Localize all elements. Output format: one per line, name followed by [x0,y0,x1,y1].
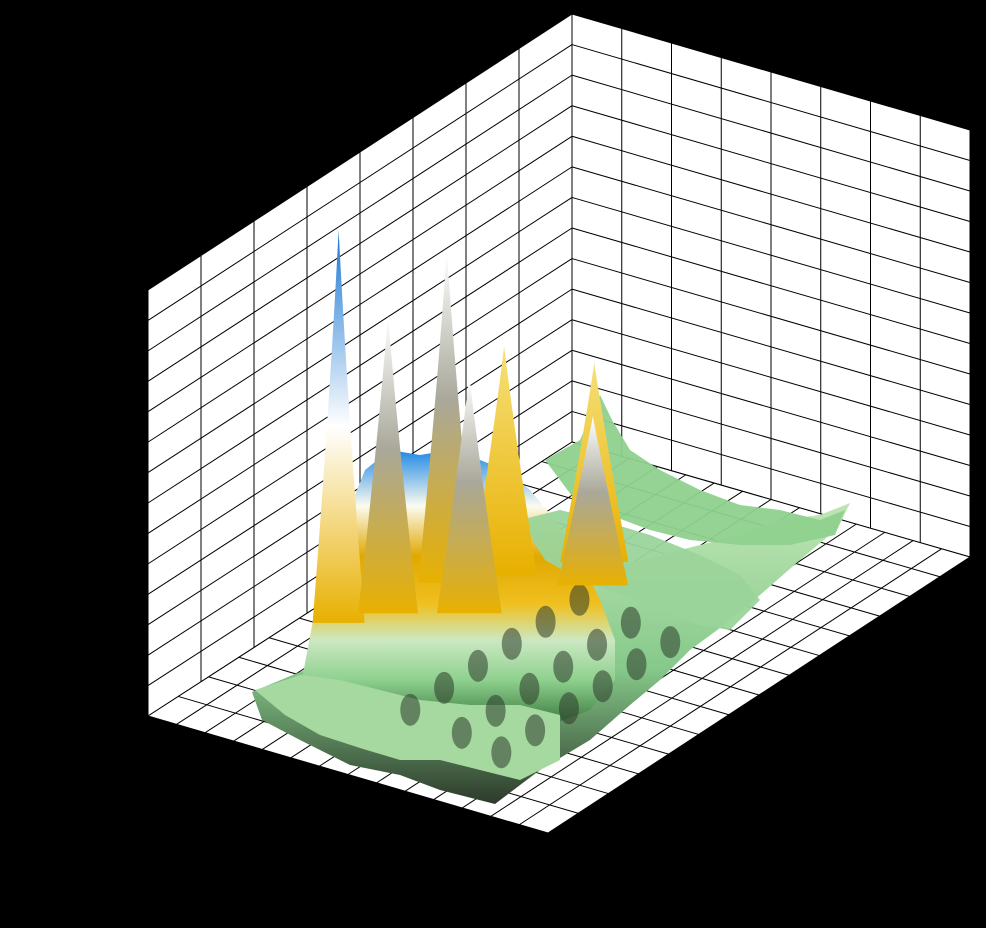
surface-peak [358,315,418,614]
left-wall-gridline [147,197,573,473]
floor-gridline [519,548,942,826]
left-wall-gridline [147,288,573,565]
surface-peak [436,375,502,614]
back-wall-gridline [571,13,971,131]
back-wall-gridline [571,74,971,192]
left-wall-gridline [147,319,573,595]
back-wall-gridline [571,410,971,527]
left-wall-gridline [147,13,573,291]
surface-trough [467,649,488,682]
surface-trough [620,606,641,639]
back-wall-gridline [571,319,971,436]
left-wall-gridline [147,105,573,382]
floor-gridline [547,556,971,834]
back-wall-gridline [571,380,971,497]
surface-trough [434,671,455,704]
left-wall-gridline [147,227,573,504]
surface-peak [557,416,629,586]
back-wall-gridline [571,288,971,405]
surface-trough [491,736,512,769]
surface-trough [400,693,421,726]
surface-trough [535,605,556,638]
surface-mesh [252,230,850,804]
surface-trough [660,626,681,659]
surface-trough [558,692,579,725]
surface-peak [312,230,365,623]
back-wall-gridline [571,227,971,344]
left-wall-gridline [147,135,573,413]
surface-peaks [312,230,629,623]
surface-trough [525,714,546,747]
left-wall-gridline [147,44,573,321]
left-wall-gridline [147,166,573,443]
surface-trough [553,650,574,683]
surface-trough [501,627,522,660]
back-wall-gridline [571,135,971,253]
surface-trough [626,648,647,681]
surface-ridge-back [545,395,845,545]
back-wall-gridline [571,105,971,222]
left-wall-gridline [147,74,573,352]
back-wall-gridline [571,166,971,283]
surface-trough [587,628,608,661]
surface-trough [485,694,506,727]
back-wall-gridline [571,258,971,375]
surface-ripple-front [255,675,560,780]
back-wall-gridline [571,44,971,161]
surface-trough [519,672,540,705]
surface-trough [569,583,590,616]
back-wall-gridline [571,196,971,314]
surface-trough [592,670,613,703]
left-wall-gridline [147,258,573,534]
surface-trough [451,716,472,749]
floor-gridline [490,540,914,817]
back-wall-gridline [571,349,971,466]
surface-troughs [400,583,681,769]
